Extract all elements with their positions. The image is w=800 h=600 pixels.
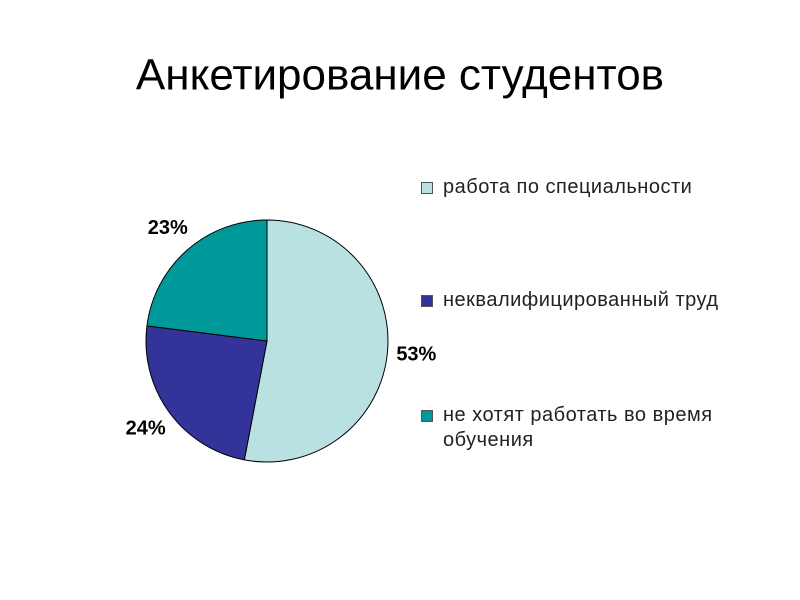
pie-slice	[243, 219, 389, 463]
legend-swatch	[421, 295, 433, 307]
data-label: 24%	[126, 417, 166, 439]
chart-title: Анкетирование студентов	[136, 51, 664, 100]
data-label: 53%	[396, 343, 436, 365]
data-label: 23%	[148, 217, 188, 239]
legend-label: работа по специальности	[443, 176, 693, 198]
pie-slice	[145, 325, 268, 461]
pie-slice	[146, 219, 268, 342]
legend-swatch	[421, 182, 433, 194]
legend-swatch	[421, 410, 433, 422]
legend-label: неквалифицированный труд	[443, 289, 719, 311]
legend-label: не хотят работать во время обучения	[443, 404, 713, 451]
